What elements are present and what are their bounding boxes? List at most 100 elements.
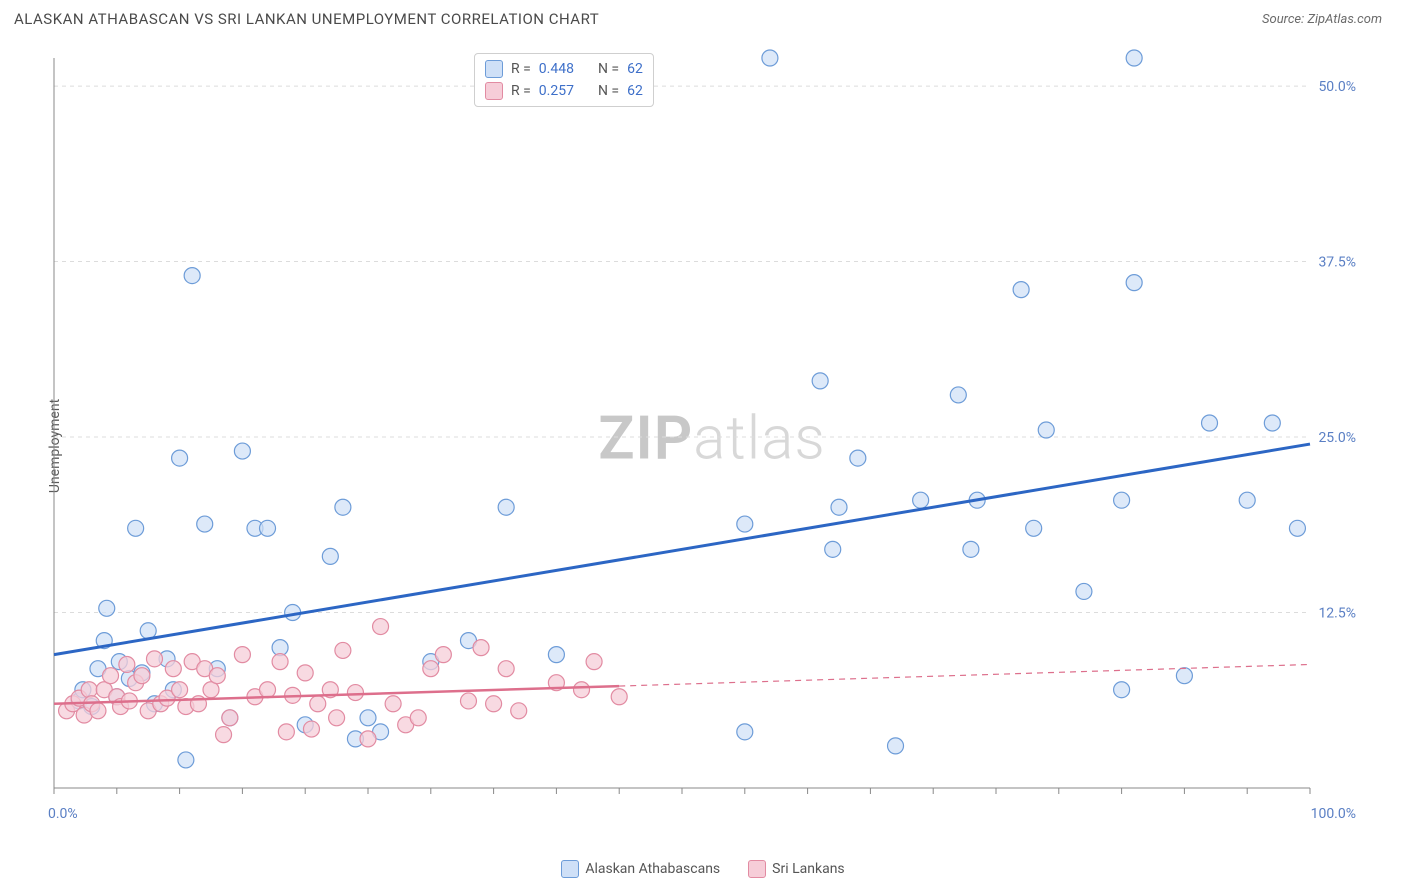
correlation-legend: R =0.448N =62R =0.257N =62 [474, 53, 654, 107]
data-point [260, 520, 276, 536]
data-point [99, 600, 115, 616]
data-point [762, 50, 778, 66]
n-label: N = [598, 61, 619, 77]
plot-area: ZIPatlas 12.5%25.0%37.5%50.0% R =0.448N … [44, 48, 1380, 828]
data-point [128, 520, 144, 536]
legend-label: Alaskan Athabascans [585, 861, 720, 877]
y-tick-label: 25.0% [1318, 430, 1356, 446]
data-point [850, 450, 866, 466]
legend-item: Alaskan Athabascans [561, 860, 720, 878]
n-value: 62 [627, 83, 643, 99]
data-point [473, 640, 489, 656]
data-point [360, 710, 376, 726]
data-point [260, 682, 276, 698]
data-point [272, 654, 288, 670]
data-point [222, 710, 238, 726]
data-point [486, 696, 502, 712]
data-point [888, 738, 904, 754]
data-point [360, 731, 376, 747]
data-point [1176, 668, 1192, 684]
correlation-legend-row: R =0.257N =62 [485, 80, 643, 102]
data-point [737, 724, 753, 740]
data-point [1264, 415, 1280, 431]
data-point [950, 387, 966, 403]
header-bar: ALASKAN ATHABASCAN VS SRI LANKAN UNEMPLO… [0, 0, 1406, 32]
data-point [209, 668, 225, 684]
data-point [1038, 422, 1054, 438]
data-point [611, 689, 627, 705]
data-point [1013, 282, 1029, 298]
y-tick-label: 12.5% [1318, 606, 1356, 622]
correlation-legend-row: R = 0.448 N = 62 [485, 58, 643, 80]
data-point [234, 647, 250, 663]
data-point [303, 721, 319, 737]
data-point [586, 654, 602, 670]
data-point [234, 443, 250, 459]
data-point [1202, 415, 1218, 431]
data-point [119, 656, 135, 672]
data-point [1126, 50, 1142, 66]
data-point [103, 668, 119, 684]
data-point [165, 661, 181, 677]
data-point [913, 492, 929, 508]
legend-label: Sri Lankans [772, 861, 845, 877]
data-point [172, 450, 188, 466]
data-point [1289, 520, 1305, 536]
data-point [385, 696, 401, 712]
data-point [498, 499, 514, 515]
data-point [1026, 520, 1042, 536]
data-point [172, 682, 188, 698]
data-point [184, 268, 200, 284]
data-point [825, 541, 841, 557]
data-point [335, 642, 351, 658]
data-point [574, 682, 590, 698]
data-point [146, 651, 162, 667]
data-point [310, 696, 326, 712]
legend-item: Sri Lankans [748, 860, 845, 878]
r-value: 0.448 [539, 61, 574, 77]
data-point [1114, 492, 1130, 508]
data-point [297, 665, 313, 681]
data-point [435, 647, 451, 663]
chart-title: ALASKAN ATHABASCAN VS SRI LANKAN UNEMPLO… [14, 10, 599, 28]
data-point [548, 647, 564, 663]
data-point [335, 499, 351, 515]
data-point [1076, 583, 1092, 599]
r-label: R = [511, 61, 531, 77]
data-point [460, 693, 476, 709]
data-point [812, 373, 828, 389]
data-point [81, 682, 97, 698]
data-point [329, 710, 345, 726]
data-point [134, 668, 150, 684]
x-tick-label: 0.0% [48, 806, 78, 822]
data-point [373, 619, 389, 635]
data-point [322, 548, 338, 564]
data-point [1126, 275, 1142, 291]
legend-swatch [485, 60, 503, 78]
series-legend: Alaskan Athabascans Sri Lankans [0, 860, 1406, 878]
source-prefix: Source: [1262, 12, 1307, 27]
data-point [498, 661, 514, 677]
data-point [278, 724, 294, 740]
source-name: ZipAtlas.com [1307, 12, 1382, 27]
legend-swatch [748, 860, 766, 878]
legend-swatch [561, 860, 579, 878]
data-point [410, 710, 426, 726]
data-point [423, 661, 439, 677]
legend-swatch [485, 82, 503, 100]
data-point [347, 685, 363, 701]
data-point [963, 541, 979, 557]
r-label: R = [511, 83, 531, 99]
source-attribution: Source: ZipAtlas.com [1262, 12, 1382, 27]
trend-line [54, 444, 1310, 655]
data-point [216, 727, 232, 743]
data-point [1239, 492, 1255, 508]
y-tick-label: 50.0% [1318, 79, 1356, 95]
n-label: N = [598, 83, 619, 99]
data-point [197, 516, 213, 532]
x-tick-label: 100.0% [1311, 806, 1356, 822]
data-point [90, 703, 106, 719]
trend-line-extrapolated [619, 664, 1310, 686]
n-value: 62 [627, 61, 643, 77]
data-point [178, 752, 194, 768]
